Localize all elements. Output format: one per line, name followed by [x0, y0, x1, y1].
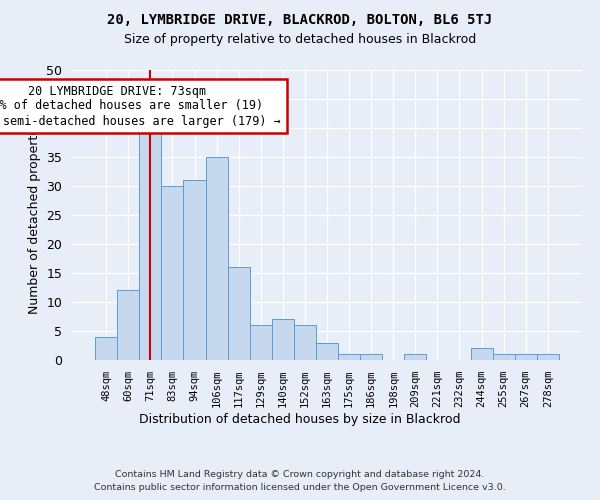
- Text: Size of property relative to detached houses in Blackrod: Size of property relative to detached ho…: [124, 32, 476, 46]
- Bar: [360, 354, 382, 360]
- Bar: [95, 337, 117, 360]
- Bar: [250, 325, 272, 360]
- Bar: [537, 354, 559, 360]
- Text: Distribution of detached houses by size in Blackrod: Distribution of detached houses by size …: [139, 412, 461, 426]
- Text: 20 LYMBRIDGE DRIVE: 73sqm
← 10% of detached houses are smaller (19)
90% of semi-: 20 LYMBRIDGE DRIVE: 73sqm ← 10% of detac…: [0, 84, 281, 128]
- Bar: [117, 290, 139, 360]
- Bar: [404, 354, 427, 360]
- Bar: [272, 320, 294, 360]
- Bar: [515, 354, 537, 360]
- Bar: [139, 116, 161, 360]
- Bar: [206, 157, 227, 360]
- Y-axis label: Number of detached properties: Number of detached properties: [28, 116, 41, 314]
- Bar: [161, 186, 184, 360]
- Text: Contains HM Land Registry data © Crown copyright and database right 2024.
Contai: Contains HM Land Registry data © Crown c…: [94, 470, 506, 492]
- Bar: [338, 354, 360, 360]
- Bar: [184, 180, 206, 360]
- Bar: [493, 354, 515, 360]
- Bar: [227, 267, 250, 360]
- Text: 20, LYMBRIDGE DRIVE, BLACKROD, BOLTON, BL6 5TJ: 20, LYMBRIDGE DRIVE, BLACKROD, BOLTON, B…: [107, 12, 493, 26]
- Bar: [470, 348, 493, 360]
- Bar: [294, 325, 316, 360]
- Bar: [316, 342, 338, 360]
